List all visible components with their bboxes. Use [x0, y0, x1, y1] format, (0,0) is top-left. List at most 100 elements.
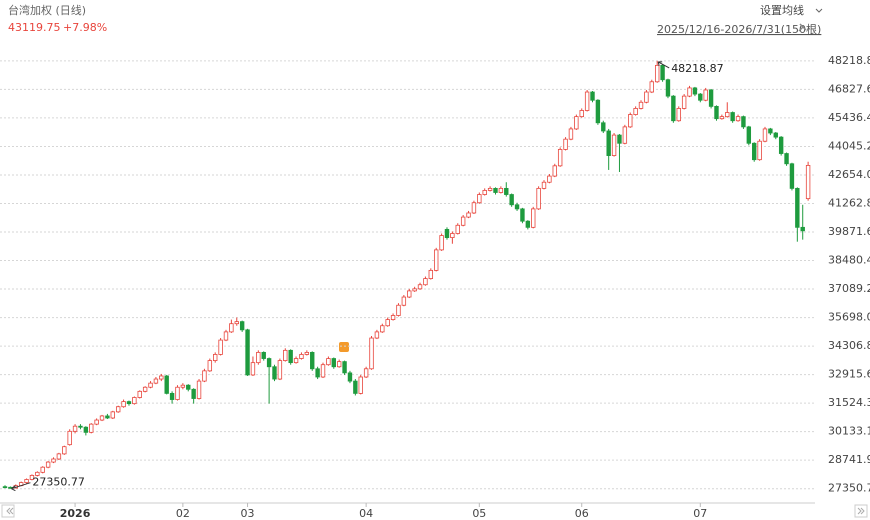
candle-body	[687, 87, 692, 97]
candle-body	[531, 208, 536, 228]
candle-body	[89, 423, 94, 433]
candle-body	[137, 390, 142, 398]
candle-body	[417, 284, 423, 290]
candle-body	[72, 425, 78, 432]
candle-body	[574, 116, 579, 130]
candle-body	[795, 187, 800, 228]
candle-body	[768, 128, 773, 134]
date-range[interactable]: 2025/12/16-2026/7/31(150根)	[657, 22, 821, 36]
candle-body	[218, 339, 223, 355]
candle-body	[250, 362, 256, 376]
candle-body	[94, 419, 99, 425]
candle-body	[363, 368, 369, 378]
candle-body	[369, 337, 374, 370]
candle-body	[525, 220, 531, 228]
chart-title: 台湾加权 (日线)	[8, 3, 86, 17]
candle-body	[638, 101, 644, 109]
y-tick-label: 42654.04	[828, 168, 870, 181]
candle-body	[390, 315, 396, 320]
y-tick-label: 45436.46	[828, 111, 870, 124]
candle-body	[477, 194, 482, 204]
candle-body	[320, 364, 326, 378]
candle-body	[628, 114, 633, 128]
x-tick-label: 06	[575, 507, 589, 520]
candle-body	[482, 190, 487, 195]
candle-body	[778, 136, 784, 154]
candle-body	[40, 466, 45, 473]
low-label: 27350.77	[32, 476, 85, 489]
candle-body	[78, 425, 83, 428]
y-tick-label: 38480.42	[828, 254, 870, 267]
candle-body	[342, 361, 347, 374]
candle-body	[223, 331, 229, 341]
candle-body	[633, 108, 638, 115]
candle-body	[504, 187, 509, 195]
candle-body	[277, 360, 283, 380]
candle-body	[665, 79, 671, 97]
candle-body	[207, 360, 213, 372]
candle-body	[584, 91, 590, 111]
candle-body	[29, 474, 35, 480]
y-tick-label: 46827.66	[828, 82, 870, 95]
change: +7.98%	[63, 21, 107, 34]
candle-body	[121, 401, 126, 408]
x-tick-label: 05	[472, 507, 486, 520]
y-tick-label: 28741.98	[828, 453, 870, 466]
candle-body	[805, 165, 811, 200]
x-tick-label: 2026	[60, 507, 91, 520]
candle-body	[719, 116, 725, 120]
candle-body	[67, 430, 72, 446]
candle-body	[487, 187, 493, 191]
last-price: 43119.75	[8, 21, 61, 34]
candle-body	[654, 64, 660, 83]
candle-body	[741, 116, 746, 128]
candle-body	[541, 181, 547, 189]
candle-body	[681, 95, 687, 109]
candle-body	[773, 132, 778, 138]
candle-body	[310, 351, 315, 370]
candle-body	[714, 105, 719, 120]
scroll-left-icon	[6, 507, 14, 515]
event-icon[interactable]	[339, 342, 349, 352]
candle-body	[762, 128, 768, 142]
y-tick-label: 35698.01	[828, 311, 870, 324]
candle-body	[595, 99, 601, 124]
candle-body	[800, 226, 805, 232]
candle-body	[746, 126, 752, 144]
settings-button[interactable]: 设置均线	[760, 3, 804, 17]
candle-body	[169, 392, 175, 400]
candle-body	[601, 122, 606, 132]
candle-body	[568, 128, 574, 140]
candle-body	[789, 163, 795, 189]
candle-body	[752, 142, 757, 161]
candle-body	[547, 175, 552, 183]
candle-body	[256, 351, 261, 364]
y-tick-label: 27350.77	[828, 482, 870, 495]
candle-body	[698, 93, 703, 101]
candle-body	[730, 112, 735, 122]
x-tick-label: 07	[693, 507, 707, 520]
candle-body	[56, 453, 62, 460]
candle-body	[293, 358, 299, 364]
candle-body	[126, 401, 132, 405]
y-tick-label: 30133.18	[828, 425, 870, 438]
candle-body	[326, 358, 331, 366]
y-tick-label: 39871.63	[828, 225, 870, 238]
candle-body	[784, 153, 789, 165]
candle-body	[283, 349, 288, 361]
candle-body	[180, 384, 186, 388]
candle-body	[191, 388, 196, 399]
candle-body	[45, 461, 51, 468]
candle-body	[735, 116, 741, 122]
candle-body	[444, 228, 450, 238]
candle-body	[509, 194, 514, 206]
y-tick-label: 37089.22	[828, 282, 870, 295]
y-tick-label: 32915.60	[828, 368, 870, 381]
y-tick-label: 44045.25	[828, 139, 870, 152]
candle-body	[455, 224, 460, 234]
scroll-left[interactable]	[1, 504, 15, 518]
candle-body	[703, 89, 708, 101]
candle-body	[520, 208, 525, 222]
pin-icon[interactable]	[798, 23, 807, 32]
